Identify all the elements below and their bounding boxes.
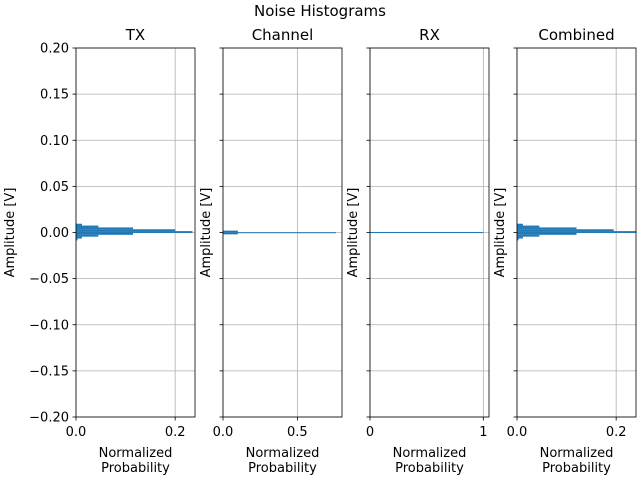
histogram-bar	[76, 225, 99, 228]
histogram-bar	[517, 223, 523, 226]
ytick-label: 0.20	[40, 42, 69, 57]
xtick-label: 0.0	[66, 425, 87, 440]
histogram-bar	[223, 230, 238, 233]
histogram-bar	[76, 231, 193, 233]
ytick-label: −0.15	[29, 364, 69, 379]
histogram-bar	[76, 227, 134, 230]
x-axis-label: Normalized	[540, 446, 614, 461]
panel-tx: −0.20−0.15−0.10−0.050.000.050.100.150.20…	[3, 26, 196, 476]
histogram-bar	[76, 236, 82, 239]
histogram-bar	[76, 232, 134, 235]
y-axis-label: Amplitude [V]	[3, 188, 18, 278]
y-axis-label: Amplitude [V]	[199, 188, 214, 278]
ytick-label: 0.15	[40, 88, 69, 103]
histogram-panels: −0.20−0.15−0.10−0.050.000.050.100.150.20…	[3, 26, 637, 476]
x-axis-label: Normalized	[246, 446, 320, 461]
histogram-bar	[76, 223, 82, 226]
xtick-label: 0	[366, 425, 374, 440]
xtick-label: 0.5	[287, 425, 308, 440]
histogram-bar	[517, 234, 540, 237]
histogram-bar	[517, 227, 577, 230]
y-axis-label: Amplitude [V]	[346, 188, 361, 278]
x-axis-label: Probability	[101, 461, 170, 476]
x-axis-label: Normalized	[393, 446, 467, 461]
histogram-bar	[517, 238, 519, 241]
panel-title: Combined	[538, 26, 614, 44]
x-axis-label: Normalized	[99, 446, 173, 461]
ytick-label: 0.10	[40, 134, 69, 149]
xtick-label: 0.0	[213, 425, 234, 440]
histogram-bar	[223, 232, 238, 235]
histogram-bar	[223, 232, 337, 234]
x-axis-label: Probability	[395, 461, 464, 476]
panel-title: Channel	[252, 26, 314, 44]
histogram-bar	[517, 231, 636, 233]
histogram-bar	[76, 229, 176, 232]
ytick-label: 0.00	[40, 226, 69, 241]
histogram-bar	[370, 231, 484, 234]
xtick-label: 0.0	[507, 425, 528, 440]
x-axis-label: Probability	[248, 461, 317, 476]
figure-title: Noise Histograms	[254, 2, 386, 20]
histogram-bar	[76, 238, 78, 241]
xtick-label: 1	[479, 425, 487, 440]
histogram-bar	[517, 225, 540, 228]
histogram-bar	[76, 234, 99, 237]
panel-title: RX	[419, 26, 440, 44]
y-axis-label: Amplitude [V]	[493, 188, 508, 278]
xtick-label: 0.2	[165, 425, 186, 440]
x-axis-label: Probability	[542, 461, 611, 476]
panel-title: TX	[125, 26, 145, 44]
ytick-label: 0.05	[40, 180, 69, 195]
ytick-label: −0.05	[29, 272, 69, 287]
histogram-bar	[517, 229, 614, 232]
xtick-label: 0.2	[606, 425, 627, 440]
histogram-bar	[517, 236, 523, 239]
ytick-label: −0.10	[29, 318, 69, 333]
histogram-bar	[517, 232, 577, 235]
ytick-label: −0.20	[29, 411, 69, 426]
